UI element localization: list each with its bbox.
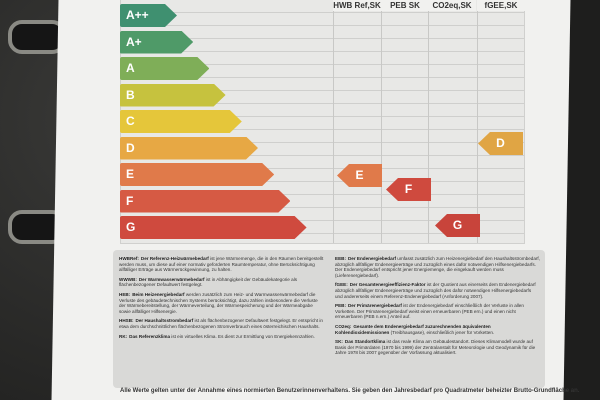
definition-term: CO2eq:	[335, 323, 352, 329]
definition-text: ist der Endenergiebedarf einschließlich …	[335, 303, 524, 320]
energy-class-bar-b: B	[120, 84, 226, 107]
energy-class-bar-g: G	[120, 216, 307, 239]
grid-divider	[428, 0, 429, 243]
energy-class-bar-d: D	[120, 137, 258, 160]
footer-note: Alle Werte gelten unter der Annahme eine…	[120, 388, 580, 394]
definition-text: ist der Quotient aus einerseits dem Ende…	[335, 282, 536, 299]
energy-class-bar-app: A++	[120, 4, 177, 27]
definition-term: EEB:	[335, 256, 346, 261]
column-header-fgee: fGEE,SK	[477, 0, 525, 11]
column-header-hwb: HWB Ref,SK	[333, 0, 381, 11]
definition-item: WWWB: Der Warmwasserwärmebedarf ist in Ab…	[119, 277, 324, 288]
definitions-left: HWBRef: Der Referenz-Heizwärmebedarf ist …	[119, 256, 324, 343]
grid-divider	[477, 0, 478, 243]
definition-item: SK: Das Standortklima ist das reale Klima…	[335, 339, 540, 356]
definition-bold: Der Endenergiebedarf	[347, 256, 396, 261]
definition-bold: Der Referenz-Heizwärmebedarf	[140, 256, 209, 261]
definition-term: SK:	[335, 339, 343, 345]
energy-class-bar-e: E	[120, 163, 274, 186]
definition-item: HHSB: Der Haushaltsstrombedarf ist als fl…	[119, 318, 324, 329]
definition-text: werden zusätzlich zum Heiz- und Warmwass…	[119, 291, 318, 314]
definition-item: RK: Das Referenzklima ist ein virtuelles …	[119, 334, 324, 340]
definitions-right: EEB: Der Endenergiebedarf umfasst zusätzl…	[335, 256, 540, 360]
definition-bold: Gesamte dem Endenergiebedarf zuzurechnen…	[335, 323, 491, 335]
definition-item: fGEE: Der Gesamtenergieeffizienz-Faktor i…	[335, 282, 540, 299]
energy-class-bar-a: A	[120, 57, 209, 80]
definition-bold: Der Haushaltsstrombedarf	[135, 318, 194, 324]
definition-bold: Der Gesamtenergieeffizienz-Faktor	[349, 282, 426, 288]
definition-term: HWBRef:	[119, 256, 139, 261]
definition-term: RK:	[119, 333, 128, 339]
definition-bold: Der Primärenergiebedarf	[347, 303, 402, 309]
definition-term: PEB:	[335, 303, 346, 309]
definition-term: fGEE:	[335, 282, 348, 288]
definition-bold: Das Standortklima	[344, 339, 386, 345]
rating-marker-co2: G	[435, 214, 480, 237]
energy-class-bar-ap: A+	[120, 31, 193, 54]
definition-term: HHSB:	[119, 318, 134, 324]
column-header-peb: PEB SK	[381, 0, 429, 11]
rating-marker-hwb: E	[337, 164, 382, 187]
definition-text: umfasst zusätzlich zum Heizenergiebedarf…	[335, 256, 540, 278]
grid-divider	[333, 0, 334, 243]
definition-item: EEB: Der Endenergiebedarf umfasst zusätzl…	[335, 256, 540, 278]
definitions-panel: HWBRef: Der Referenz-Heizwärmebedarf ist …	[113, 250, 545, 388]
definition-text: ist als flächenbezogener Defaultwert fes…	[119, 318, 323, 329]
definition-bold: Der Warmwasserwärmebedarf	[138, 276, 205, 282]
column-header-co2: CO2eq,SK	[428, 0, 476, 11]
grid-divider	[381, 0, 382, 243]
energy-class-bar-f: F	[120, 190, 290, 213]
definition-text: (Treibhausgase), einschließlich jener fü…	[389, 329, 495, 335]
definition-text: ist ein virtuelles Klima. Es dient zur E…	[170, 333, 315, 339]
rating-marker-peb: F	[386, 178, 431, 201]
definition-item: CO2eq: Gesamte dem Endenergiebedarf zuzur…	[335, 324, 540, 335]
definition-item: PEB: Der Primärenergiebedarf ist der Ende…	[335, 303, 540, 320]
definition-item: HEB: Beim Heizenergiebedarf werden zusätz…	[119, 292, 324, 314]
definition-text: ist das reale Klima am Gebäudestandort. …	[335, 339, 536, 356]
definition-text: ist in Abhängigkeit der Gebäudekategorie…	[119, 276, 298, 288]
definition-bold: Das Referenzklima	[129, 333, 171, 339]
definition-term: WWWB:	[119, 276, 137, 282]
rating-marker-fgee: D	[478, 132, 523, 155]
definition-item: HWBRef: Der Referenz-Heizwärmebedarf ist …	[119, 256, 324, 273]
definition-bold: Beim Heizenergiebedarf	[132, 291, 185, 297]
definition-term: HEB:	[119, 291, 131, 297]
definition-text: ist jene Wärmemenge, die in den Räumen b…	[119, 256, 324, 273]
energy-class-bar-c: C	[120, 110, 242, 133]
